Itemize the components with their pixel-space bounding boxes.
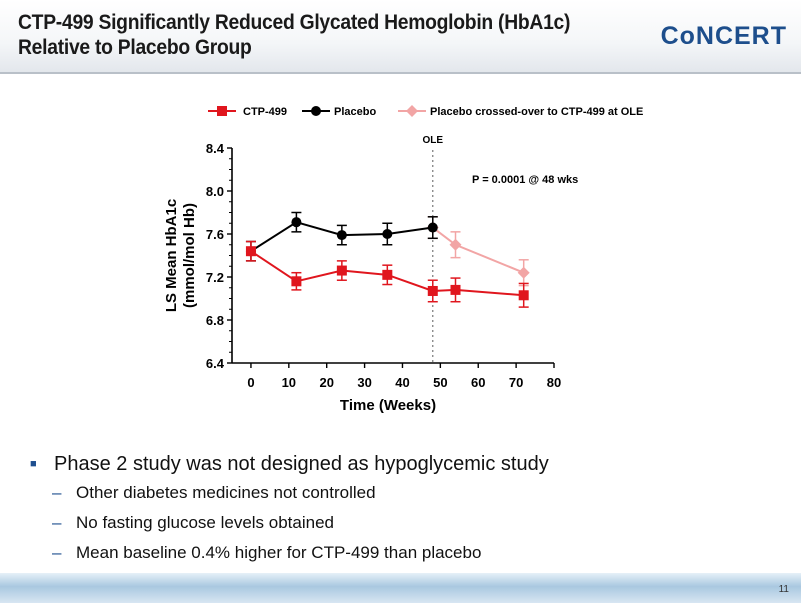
chart-axes: 6.4 6.8 7.2 7.6 8.0 8.4 0 10 20 30 40 50 60 70 80 Time … [163,135,578,414]
sub-bullet: – Mean baseline 0.4% higher for CTP-499 … [30,538,770,568]
slide-footer: 11 [0,573,801,603]
circle-marker [427,222,438,233]
chart-marks [245,211,530,308]
dash-icon: – [52,483,62,502]
series-1 [245,211,438,262]
diamond-marker [517,266,530,279]
circle-marker [311,106,321,116]
page-number: 11 [778,584,789,595]
dash-icon: – [52,543,62,562]
chart-legend: CTP-499 Placebo Placebo crossed-over to CT… [208,105,643,118]
bullet-list: ■ Phase 2 study was not designed as hypo… [30,450,770,568]
y-tick-label: 8.0 [206,184,224,199]
square-bullet-icon: ■ [30,458,37,470]
sub-bullet-text: No fasting glucose levels obtained [76,513,334,532]
series-0 [245,240,529,308]
y-tick-label: 7.2 [206,270,224,285]
square-marker [217,106,227,116]
x-tick-label: 20 [319,375,333,390]
series-line [432,226,525,274]
square-marker [336,265,347,276]
square-marker [291,276,302,287]
diamond-marker [449,238,462,251]
y-tick-label: 8.4 [206,141,225,156]
sub-bullet-text: Mean baseline 0.4% higher for CTP-499 th… [76,543,482,562]
series-2 [426,216,530,287]
company-logo: CoNCERT [660,22,787,50]
y-tick-label: 7.6 [206,227,224,242]
x-tick-label: 50 [433,375,447,390]
bullet-main: ■ Phase 2 study was not designed as hypo… [30,450,770,478]
square-marker [518,290,529,301]
y-axis-title: LS Mean HbA1c [163,199,180,312]
sub-bullet: – No fasting glucose levels obtained [30,508,770,538]
x-tick-label: 30 [357,375,371,390]
x-tick-label: 40 [395,375,409,390]
x-tick-label: 70 [509,375,523,390]
circle-marker [336,230,347,241]
square-marker [427,285,438,296]
y-axis-title-units: (mmol/mol Hb) [181,203,198,308]
hba1c-chart: CTP-499 Placebo Placebo crossed-over to CT… [163,105,643,414]
legend-label: Placebo [334,106,376,118]
legend-label: Placebo crossed-over to CTP-499 at OLE [430,106,643,118]
square-marker [245,246,256,257]
x-tick-label: 80 [547,375,561,390]
circle-marker [291,217,302,228]
bullet-main-text: Phase 2 study was not designed as hypogl… [54,452,549,475]
ole-label: OLE [422,135,443,146]
title-line-2: Relative to Placebo Group [18,36,252,59]
diamond-marker [406,105,418,117]
sub-bullet-text: Other diabetes medicines not controlled [76,483,376,502]
legend-label: CTP-499 [243,106,287,118]
x-tick-label: 0 [247,375,254,390]
sub-bullet: – Other diabetes medicines not controlle… [30,478,770,508]
title-line-1: CTP-499 Significantly Reduced Glycated H… [18,11,571,34]
y-tick-label: 6.4 [206,356,225,371]
slide-header: CTP-499 Significantly Reduced Glycated H… [0,0,801,74]
square-marker [450,284,461,295]
circle-marker [382,229,393,239]
x-tick-label: 10 [282,375,296,390]
y-tick-label: 6.8 [206,313,224,328]
dash-icon: – [52,513,62,532]
x-axis-title: Time (Weeks) [340,397,436,414]
p-value-annotation: P = 0.0001 @ 48 wks [472,174,578,186]
slide-title: CTP-499 Significantly Reduced Glycated H… [18,10,607,60]
x-tick-label: 60 [471,375,485,390]
square-marker [382,269,393,280]
